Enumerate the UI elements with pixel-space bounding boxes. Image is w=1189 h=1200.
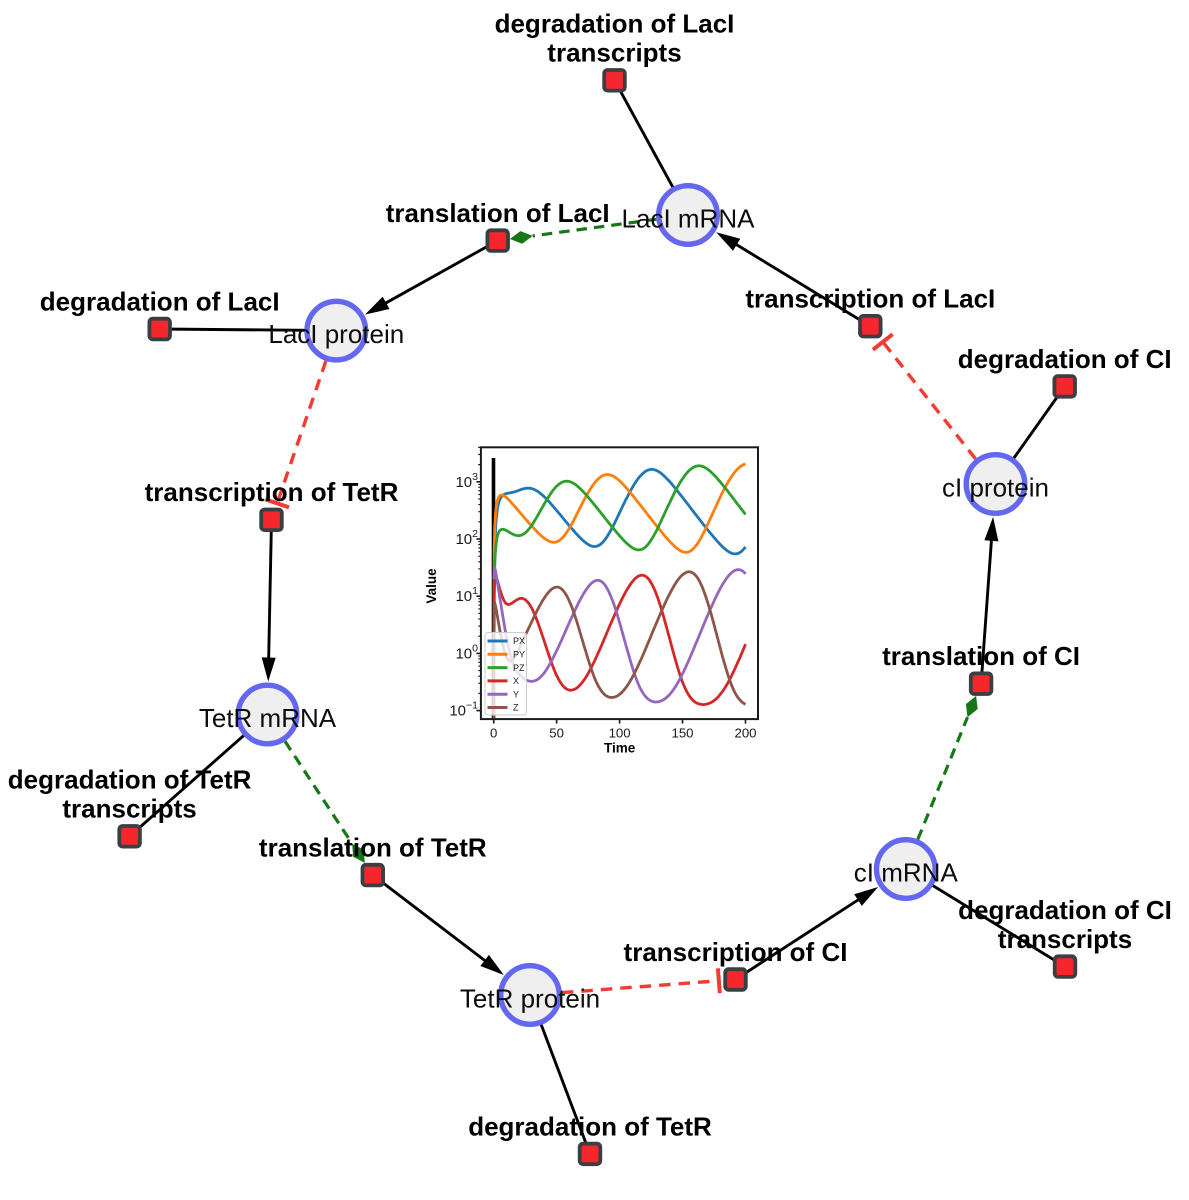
- svg-text:PZ: PZ: [513, 663, 525, 673]
- svg-text:TetR mRNA: TetR mRNA: [199, 703, 337, 733]
- svg-text:translation of TetR: translation of TetR: [259, 833, 487, 863]
- svg-text:PX: PX: [513, 636, 525, 646]
- svg-text:transcripts: transcripts: [998, 924, 1132, 954]
- svg-text:102: 102: [455, 528, 478, 548]
- svg-text:transcription of CI: transcription of CI: [624, 937, 848, 967]
- svg-text:LacI protein: LacI protein: [268, 319, 404, 349]
- svg-text:transcription of TetR: transcription of TetR: [145, 477, 399, 507]
- svg-text:TetR protein: TetR protein: [460, 984, 600, 1014]
- svg-text:101: 101: [455, 585, 478, 605]
- svg-text:Value: Value: [424, 568, 439, 604]
- svg-text:degradation of TetR: degradation of TetR: [468, 1111, 712, 1141]
- svg-text:10−1: 10−1: [449, 700, 478, 720]
- svg-text:translation of LacI: translation of LacI: [386, 198, 610, 228]
- svg-text:Z: Z: [513, 703, 519, 713]
- svg-text:cI protein: cI protein: [942, 473, 1049, 503]
- svg-text:X: X: [513, 676, 519, 686]
- svg-text:PY: PY: [513, 650, 525, 660]
- svg-text:transcription of LacI: transcription of LacI: [745, 284, 995, 314]
- svg-text:LacI mRNA: LacI mRNA: [622, 204, 756, 234]
- svg-text:100: 100: [609, 726, 631, 741]
- svg-text:translation of CI: translation of CI: [882, 641, 1080, 671]
- svg-text:transcripts: transcripts: [547, 38, 681, 68]
- svg-text:transcripts: transcripts: [62, 794, 196, 824]
- svg-text:degradation of LacI: degradation of LacI: [495, 9, 735, 39]
- svg-text:150: 150: [671, 726, 693, 741]
- svg-text:Time: Time: [604, 740, 636, 755]
- svg-text:0: 0: [490, 726, 497, 741]
- svg-text:degradation of LacI: degradation of LacI: [40, 286, 280, 316]
- svg-text:degradation of CI: degradation of CI: [958, 895, 1172, 925]
- svg-text:degradation of TetR: degradation of TetR: [8, 765, 252, 795]
- svg-text:103: 103: [455, 471, 478, 491]
- svg-text:Y: Y: [513, 689, 519, 699]
- svg-text:degradation of CI: degradation of CI: [958, 344, 1172, 374]
- svg-text:50: 50: [549, 726, 564, 741]
- svg-text:100: 100: [455, 642, 478, 662]
- svg-text:cI mRNA: cI mRNA: [854, 858, 959, 888]
- svg-text:200: 200: [734, 726, 756, 741]
